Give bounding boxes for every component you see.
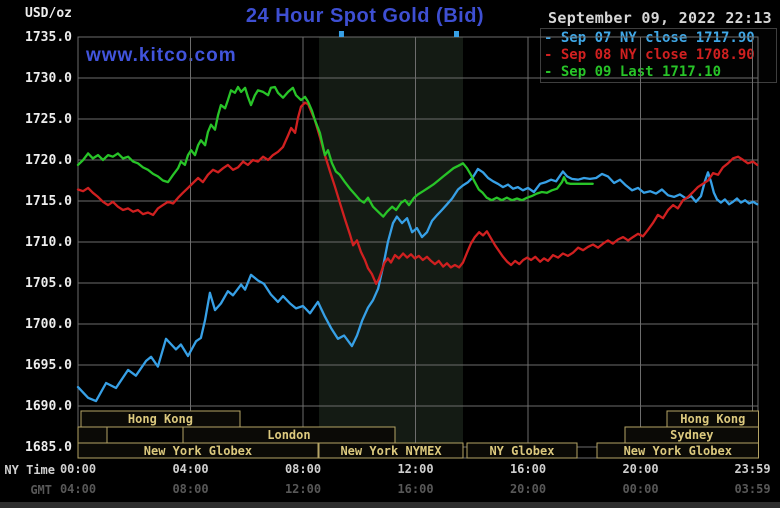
- session-box: [466, 442, 578, 459]
- x-tick-label-gmt: 00:00: [622, 482, 659, 496]
- y-tick-label: 1715.0: [25, 194, 72, 209]
- series-line-sep-08: [76, 101, 759, 285]
- session-label: New York NYMEX: [340, 444, 442, 458]
- session-label: London: [267, 428, 310, 442]
- session-box: [80, 410, 241, 428]
- gmt-axis-label: GMT: [30, 483, 52, 497]
- x-tick-label-ny: 08:00: [284, 462, 322, 476]
- session-label: Hong Kong: [680, 412, 745, 426]
- datetime-stamp: September 09, 2022 22:13: [548, 9, 772, 27]
- x-tick-label-gmt: 12:00: [284, 482, 322, 496]
- legend-row: - Sep 09 Last 1717.10: [544, 64, 722, 80]
- series-line-sep-09: [76, 85, 594, 218]
- bottom-edge-strip: [0, 502, 780, 508]
- x-tick-label-gmt: 04:00: [59, 482, 97, 496]
- y-tick-label: 1690.0: [25, 399, 72, 414]
- y-tick-label: 1725.0: [25, 112, 72, 127]
- y-axis-unit-label: USD/oz: [25, 6, 72, 21]
- session-box: [318, 442, 464, 459]
- series-line-sep-07: [76, 167, 759, 403]
- y-tick-label: 1720.0: [25, 153, 72, 168]
- legend-row: - Sep 08 NY close 1708.90: [544, 47, 755, 63]
- session-box: [77, 442, 319, 459]
- x-tick-label-ny: 00:00: [59, 462, 97, 476]
- x-tick-label-ny: 16:00: [509, 462, 547, 476]
- y-tick-label: 1705.0: [25, 276, 72, 291]
- x-tick-label-ny: 04:00: [172, 462, 209, 476]
- x-tick-label-ny: 23:59: [734, 462, 771, 476]
- x-tick-label-gmt: 20:00: [509, 482, 547, 496]
- session-label: New York Globex: [624, 444, 732, 458]
- y-tick-label: 1700.0: [25, 317, 72, 332]
- top-axis-marker: [454, 31, 459, 37]
- x-tick-label-ny: 20:00: [622, 462, 659, 476]
- y-tick-label: 1685.0: [25, 440, 72, 455]
- ny-time-axis-label: NY Time: [4, 463, 55, 477]
- top-axis-marker: [338, 31, 344, 37]
- session-label: Sydney: [670, 428, 713, 442]
- y-tick-label: 1710.0: [25, 235, 72, 250]
- y-tick-label: 1735.0: [25, 30, 72, 45]
- y-tick-label: 1695.0: [25, 358, 72, 373]
- nymex-session-band: [319, 37, 464, 458]
- session-box: [596, 442, 760, 459]
- y-tick-label: 1730.0: [25, 71, 72, 86]
- x-tick-label-ny: 12:00: [397, 462, 434, 476]
- x-tick-label-gmt: 16:00: [397, 482, 434, 496]
- x-tick-label-gmt: 03:59: [734, 482, 771, 496]
- kitco-watermark: www.kitco.com: [86, 45, 237, 66]
- legend-row: - Sep 07 NY close 1717.90: [544, 30, 755, 46]
- session-label: Hong Kong: [128, 412, 193, 426]
- session-label: NY Globex: [489, 444, 554, 458]
- session-label: New York Globex: [144, 444, 252, 458]
- page-title: 24 Hour Spot Gold (Bid): [245, 5, 485, 27]
- x-tick-label-gmt: 08:00: [172, 482, 209, 496]
